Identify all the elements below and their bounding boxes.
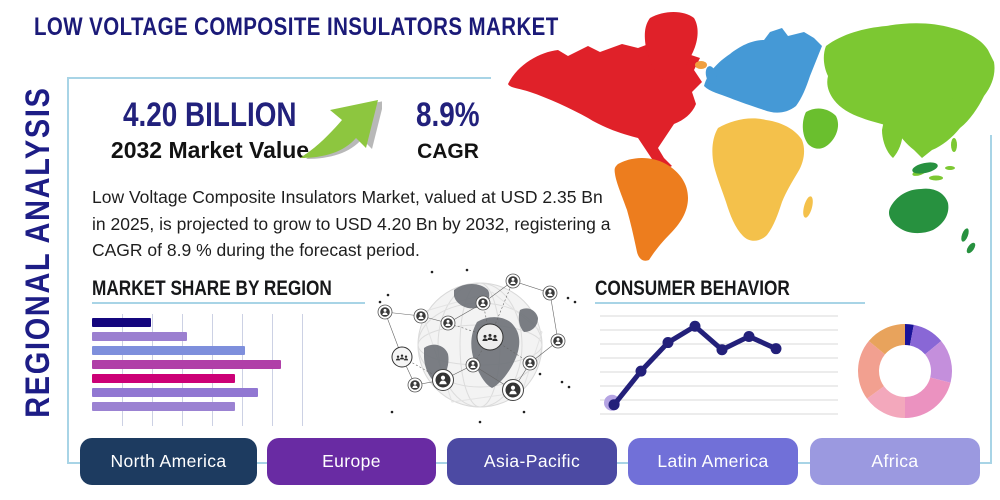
team-node-icon [476, 323, 504, 351]
line-chart-point-2 [662, 337, 674, 349]
region-button-north-america[interactable]: North America [80, 438, 257, 485]
continent-south-america [614, 158, 688, 261]
donut-segment-1 [909, 324, 942, 355]
continent-africa [712, 118, 813, 241]
continent-asia [802, 23, 995, 181]
consumer-behavior-line-chart [600, 315, 838, 415]
market-description: Low Voltage Composite Insulators Market,… [92, 187, 611, 261]
market-share-bar-6 [92, 402, 235, 411]
market-value-number: 4.20 BILLION [123, 96, 297, 134]
market-share-bar-chart [92, 314, 314, 426]
region-button-asia-pacific[interactable]: Asia-Pacific [447, 438, 617, 485]
market-share-bar-5 [92, 388, 258, 397]
bar-chart-gridline [122, 314, 123, 426]
cagr-caption: CAGR [417, 139, 479, 163]
market-share-underline [92, 302, 365, 304]
bar-chart-gridline [272, 314, 273, 426]
frame-line-top [67, 77, 491, 79]
donut-segment-4 [866, 386, 905, 418]
donut-segment-6 [868, 324, 905, 355]
donut-segment-5 [858, 341, 885, 399]
cagr-stat: 8.9% CAGR [390, 96, 506, 164]
continent-australia [888, 162, 976, 254]
frame-line-left [67, 77, 69, 464]
continent-north-america [508, 12, 702, 170]
market-share-bar-2 [92, 346, 246, 355]
line-chart-point-4 [716, 344, 728, 356]
globe-network-nodes [378, 274, 565, 401]
sidebar-vertical-label: REGIONAL ANALYSIS [19, 86, 57, 418]
market-share-bar-4 [92, 374, 235, 383]
bar-chart-gridline [182, 314, 183, 426]
globe-dots [378, 268, 577, 424]
globe-network-graphic [372, 268, 577, 424]
regional-share-donut-chart [858, 324, 952, 418]
donut-segment-2 [925, 341, 952, 383]
cagr-number: 8.9% [416, 96, 480, 134]
line-chart-point-0 [608, 399, 620, 411]
consumer-behavior-section-title: CONSUMER BEHAVIOR [595, 277, 790, 300]
bar-chart-gridline [242, 314, 243, 426]
team-node-icon-left [391, 346, 413, 368]
bar-chart-gridline [302, 314, 303, 426]
region-button-europe[interactable]: Europe [267, 438, 436, 485]
world-map [508, 12, 995, 261]
region-button-africa[interactable]: Africa [810, 438, 980, 485]
bar-chart-gridline [152, 314, 153, 426]
growth-arrow-icon [300, 100, 382, 159]
frame-line-right [990, 135, 992, 464]
line-chart-point-1 [635, 365, 647, 377]
bar-chart-gridline [212, 314, 213, 426]
market-value-stat: 4.20 BILLION 2032 Market Value [95, 96, 325, 164]
continent-europe [704, 28, 822, 113]
line-chart-point-6 [770, 343, 782, 355]
line-chart-point-5 [743, 330, 755, 342]
line-chart-point-3 [689, 320, 701, 332]
consumer-behavior-underline [595, 302, 865, 304]
market-share-bar-3 [92, 360, 281, 369]
market-share-bar-1 [92, 332, 187, 341]
market-share-bar-0 [92, 318, 151, 327]
market-value-caption: 2032 Market Value [110, 136, 310, 163]
donut-segment-3 [905, 377, 951, 418]
market-share-section-title: MARKET SHARE BY REGION [92, 277, 332, 300]
iceland [695, 61, 707, 69]
page-title: LOW VOLTAGE COMPOSITE INSULATORS MARKET [34, 13, 559, 41]
donut-segment-0 [905, 324, 914, 346]
region-button-latin-america[interactable]: Latin America [628, 438, 798, 485]
